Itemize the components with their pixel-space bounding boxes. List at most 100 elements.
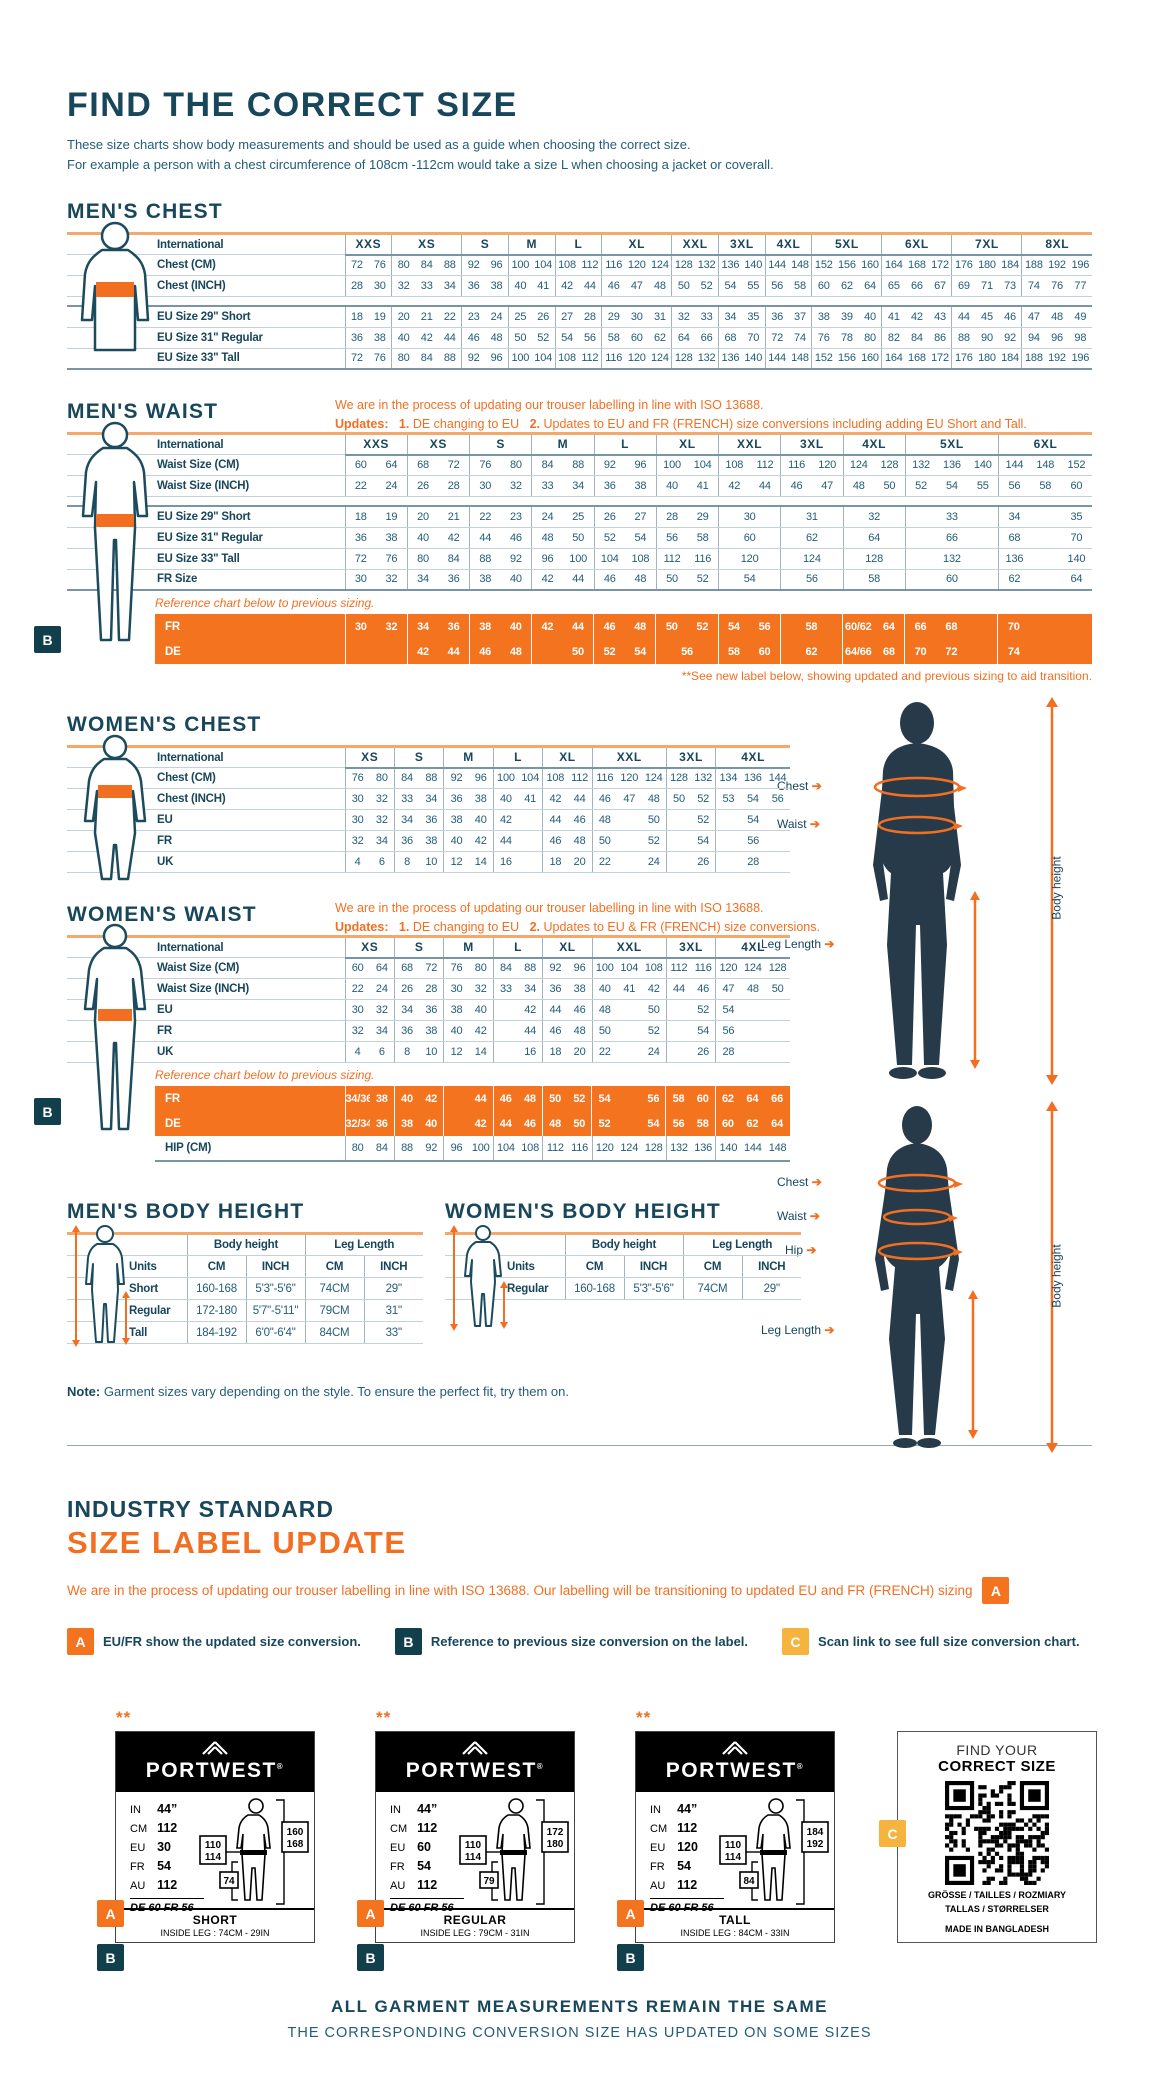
size-cell: 72 — [438, 454, 470, 476]
size-cell: 40 — [468, 809, 494, 831]
size-cell: 56 — [715, 1020, 741, 1042]
size-cell: 38 — [393, 1111, 420, 1136]
size-cell: 136 — [717, 254, 742, 276]
inside-leg: INSIDE LEG : 79CM - 31IN — [420, 1928, 530, 1938]
legend-row: A EU/FR show the updated size conversion.… — [67, 1628, 1092, 1655]
previous-size-line: DE 60 FR 56 — [390, 1897, 464, 1917]
page: FIND THE CORRECT SIZE These size charts … — [34, 0, 1097, 2041]
size-cell: 36 — [461, 275, 486, 297]
size-cell: 42 — [531, 614, 563, 639]
size-cell: L — [554, 233, 602, 256]
size-cell: 72 — [344, 254, 369, 276]
size-cell: 50 — [655, 614, 688, 639]
size-cell: 116 — [691, 957, 716, 979]
size-cell: 38 — [419, 830, 444, 852]
fit-name: REGULAR — [443, 1913, 507, 1927]
size-cell: 52 — [687, 569, 719, 591]
size-cell: 172 — [928, 348, 952, 370]
size-cell: 184 — [998, 254, 1022, 276]
size-cell: 128 — [842, 548, 906, 570]
size-cell: 68 — [406, 454, 439, 476]
closing-lines: ALL GARMENT MEASUREMENTS REMAIN THE SAME… — [67, 1997, 1092, 2041]
size-cell — [531, 639, 563, 664]
size-cell: 54 — [717, 275, 742, 297]
size-cell: 38 — [369, 1086, 395, 1111]
size-cell: 50 — [567, 1111, 592, 1136]
qr-card: C FIND YOUR CORRECT SIZE GRÖSSE / TAILLE… — [879, 1731, 1097, 1943]
mens-chest-section: MEN'S CHEST International XXS XS S M L XL XXL 3X… — [67, 200, 1092, 370]
size-cell: 68 — [998, 527, 1030, 549]
size-cell: 29 — [687, 506, 719, 528]
size-cell: 88 — [438, 254, 462, 276]
size-cell: 40 — [468, 999, 494, 1021]
size-table: EU Size 29" Short 18 19 20 21 22 23 24 25 26 27 28 2… — [67, 305, 1092, 370]
row-label: EU Size 31" Regular — [67, 527, 345, 549]
svg-text:168: 168 — [287, 1839, 304, 1850]
size-cell: 64 — [376, 454, 408, 476]
size-cell: 44 — [438, 327, 462, 349]
size-cell: 54 — [641, 1111, 666, 1136]
label-size-row: FR 54 — [650, 1858, 691, 1873]
row-label: FR — [67, 1020, 345, 1042]
svg-text:114: 114 — [725, 1852, 742, 1863]
size-cell: 42 — [438, 527, 470, 549]
size-cell: 144 — [764, 348, 789, 370]
size-cell: 88 — [393, 1136, 420, 1162]
size-cell: 47 — [625, 275, 649, 297]
size-cell: 40 — [500, 569, 532, 591]
size-cell: 10 — [419, 851, 444, 873]
size-cell: 26 — [406, 475, 439, 497]
size-cell: 82 — [881, 327, 906, 349]
size-cell: 46 — [593, 614, 625, 639]
size-cell: 58 — [788, 275, 812, 297]
size-cell: 98 — [1068, 327, 1092, 349]
body-height-label: Body height — [1049, 1244, 1064, 1308]
size-cell: 84CM — [304, 1321, 364, 1344]
size-cell: 33 — [695, 306, 719, 328]
size-cell: 52 — [531, 327, 556, 349]
label-size-row: EU 120 — [650, 1839, 698, 1854]
size-cell: 69 — [951, 275, 976, 297]
size-label-card: ** PORTWEST® IN 44” CM 112 EU 30 FR 54 AU 11… — [97, 1708, 315, 1971]
size-cell: 56 — [578, 327, 602, 349]
size-cell: 54 — [715, 809, 790, 831]
size-cell: XXL — [717, 433, 781, 456]
size-cell: 44 — [562, 614, 594, 639]
svg-text:79: 79 — [483, 1876, 495, 1887]
size-cell: 26 — [531, 306, 556, 328]
size-cell: 50 — [665, 788, 692, 810]
size-cell: 52 — [695, 275, 719, 297]
size-cell: 90 — [975, 327, 999, 349]
size-cell: 48 — [842, 475, 875, 497]
label-size-row: EU 60 — [390, 1839, 431, 1854]
size-cell: 33" — [363, 1321, 423, 1344]
size-cell: 32 — [671, 306, 696, 328]
size-cell: 160 — [858, 348, 882, 370]
size-cell: 72 — [764, 327, 789, 349]
size-cell: 36 — [369, 1111, 395, 1136]
size-cell: 108 — [717, 454, 750, 476]
size-cell — [1029, 614, 1061, 639]
size-cell: 72 — [935, 639, 967, 664]
size-cell — [1029, 639, 1061, 664]
body-height-row: MEN'S BODY HEIGHT Body height Leg Length U… — [67, 1200, 1092, 1347]
size-cell: 26 — [691, 1041, 716, 1063]
size-cell: 30 — [368, 275, 392, 297]
size-cell: 36 — [438, 614, 470, 639]
size-cell: 54 — [691, 830, 716, 852]
languages-line: GRÖSSE / TAILLES / ROZMIARY TALLAS / STØR… — [927, 1890, 1066, 1914]
leg-length-label: Leg Length ➔ — [761, 1323, 835, 1337]
size-cell: 38 — [811, 306, 836, 328]
size-cell: 34 — [562, 475, 594, 497]
row-label: UK — [67, 1041, 345, 1063]
size-table: International XXS XS S M L XL XXL 3XL 4XL 5XL 6XL 7X… — [67, 232, 1092, 297]
size-cell: 160-168 — [186, 1277, 246, 1300]
size-cell: 3XL — [718, 233, 766, 256]
row-label: EU Size 33" Tall — [67, 348, 345, 370]
size-cell: 46 — [591, 788, 617, 810]
size-cell: 64 — [369, 957, 395, 979]
size-cell: M — [443, 936, 494, 959]
size-cell: 22 — [344, 475, 377, 497]
size-cell: 49 — [1068, 306, 1092, 328]
size-cell: 54 — [936, 475, 968, 497]
